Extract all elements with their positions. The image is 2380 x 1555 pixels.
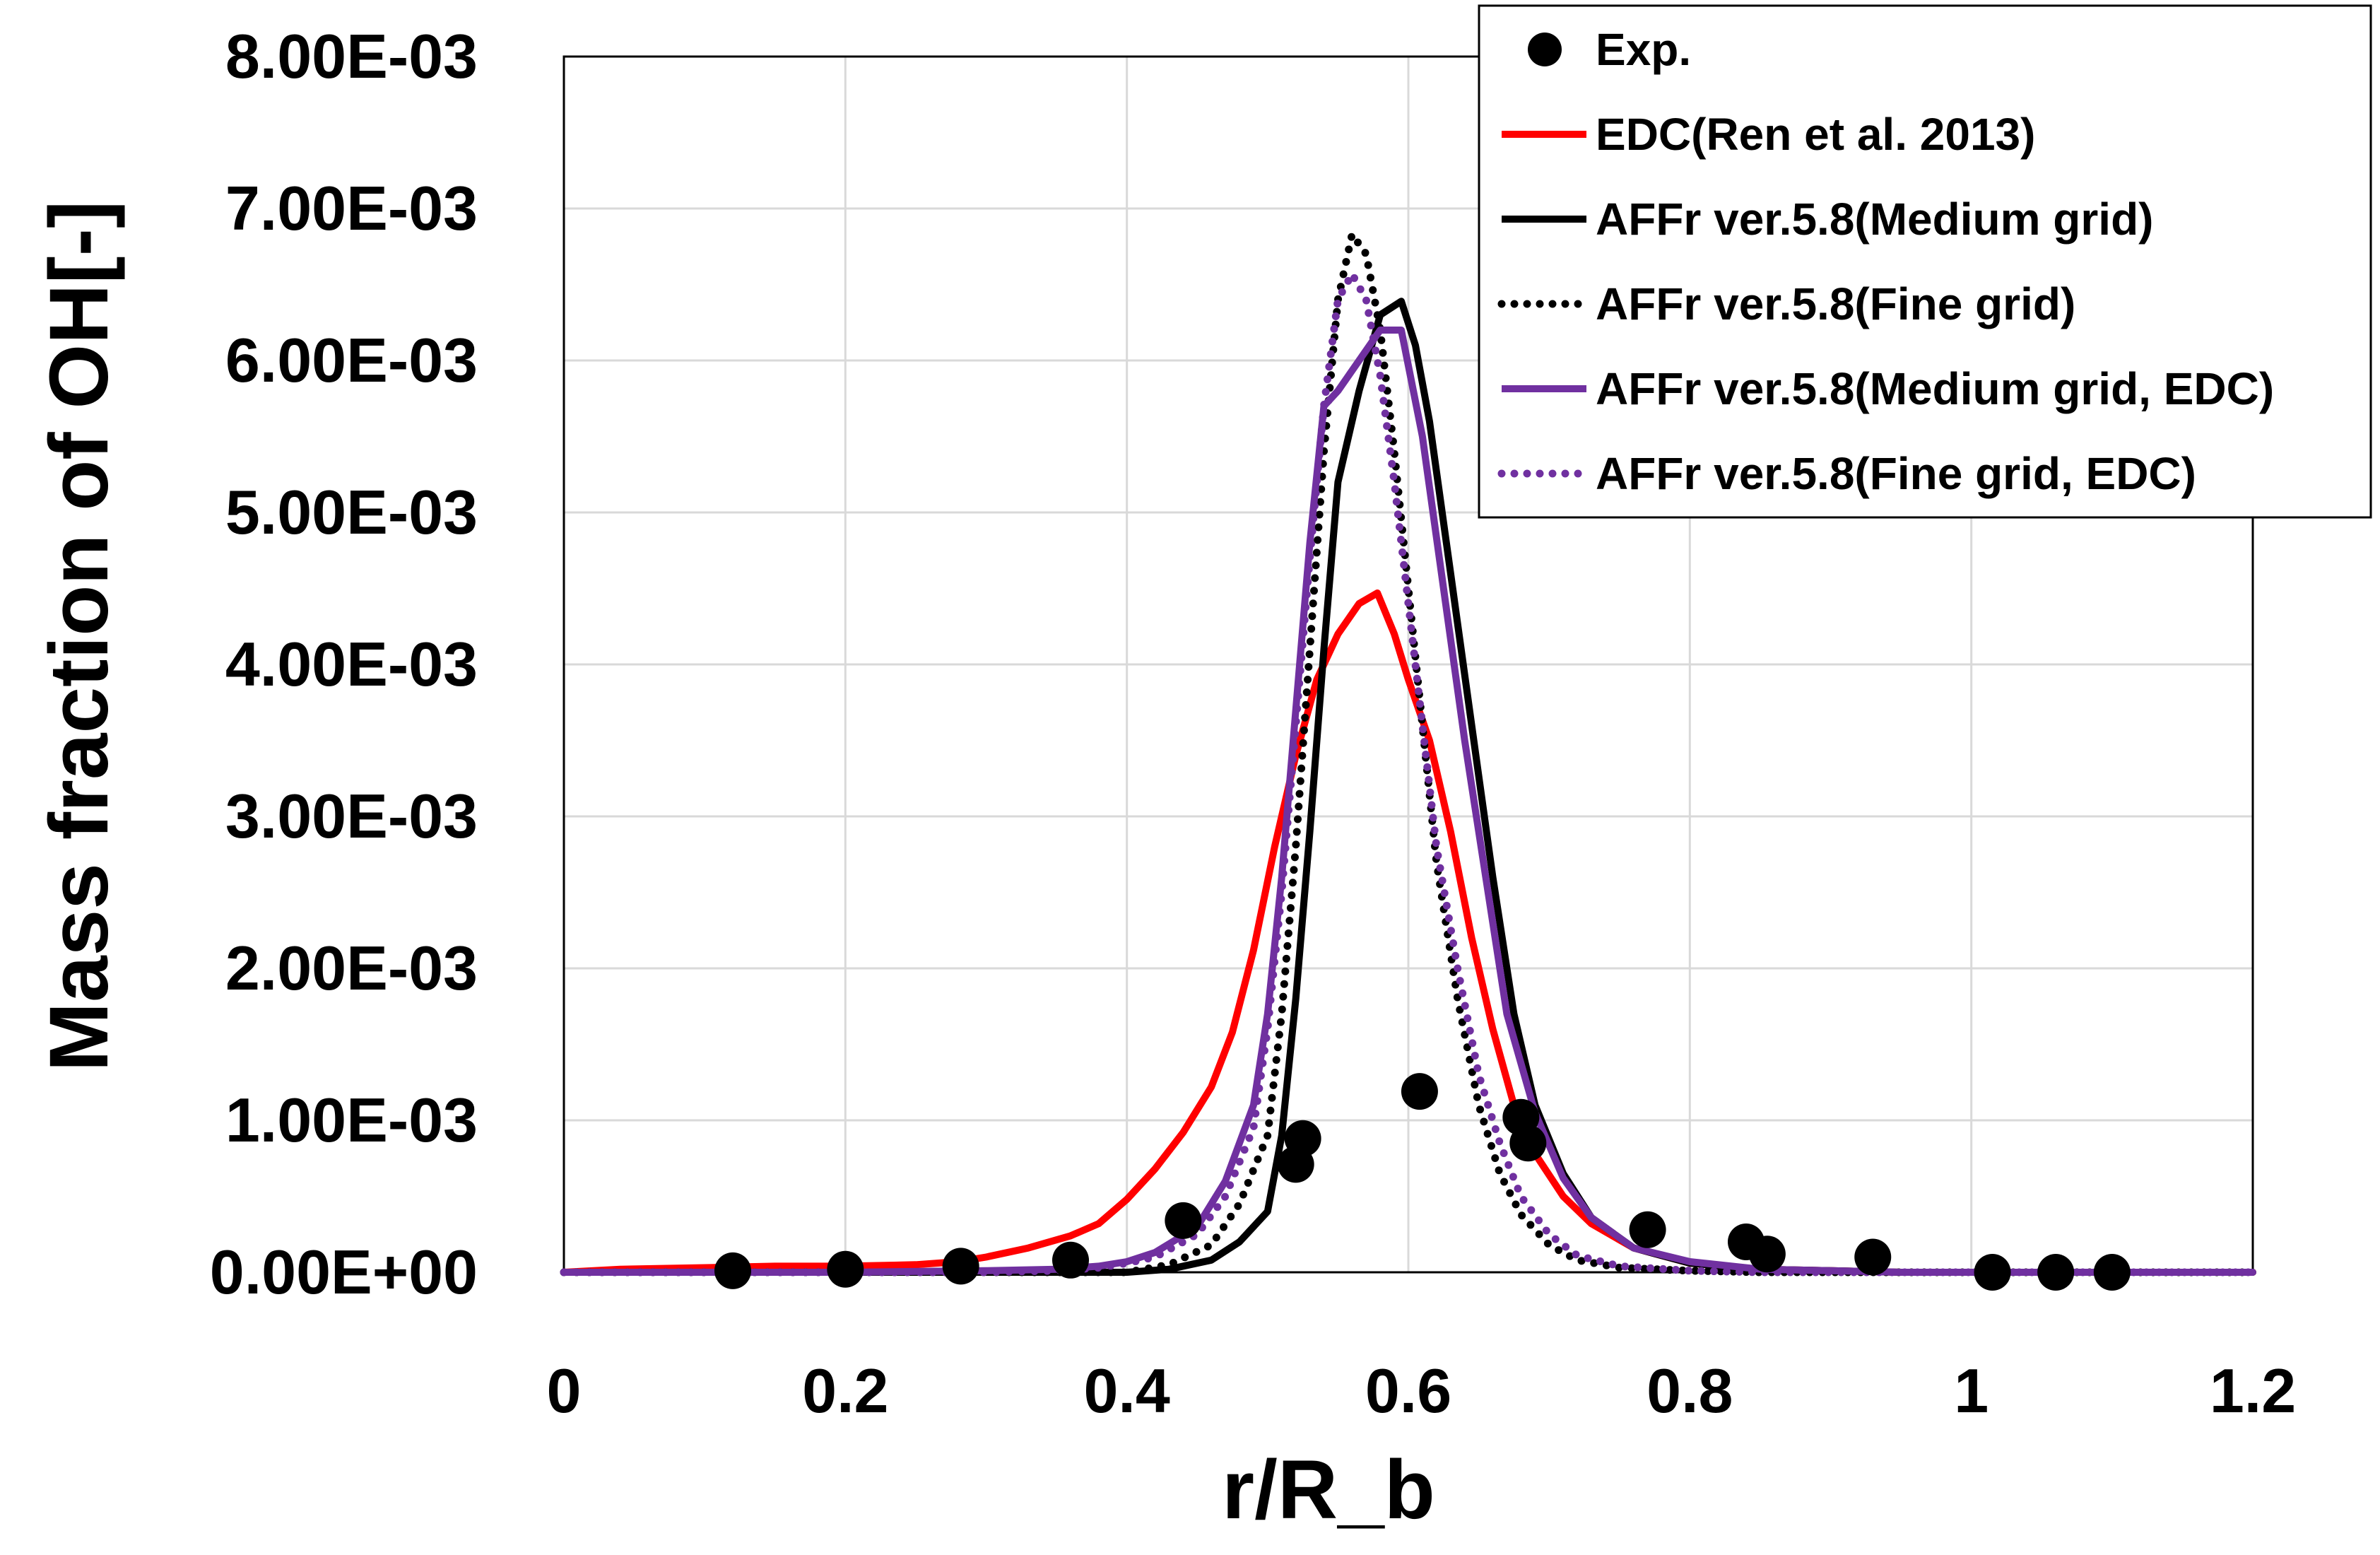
y-tick-label: 7.00E-03 (225, 173, 478, 243)
y-tick-labels: 0.00E+00 1.00E-03 2.00E-03 3.00E-03 4.00E-03… (210, 21, 478, 1307)
series-line-affr-ver-5-8-fine-grid-edc (560, 270, 2257, 1277)
legend-label: AFFr ver.5.8(Medium grid) (1596, 194, 2153, 245)
legend-label: AFFr ver.5.8(Fine grid, EDC) (1596, 448, 2196, 499)
y-tick-label: 6.00E-03 (225, 325, 478, 395)
y-tick-label: 8.00E-03 (225, 21, 478, 91)
exp-data-point (1629, 1211, 1666, 1248)
exp-data-point (1284, 1120, 1321, 1157)
exp-data-point (1401, 1073, 1438, 1110)
legend-label: AFFr ver.5.8(Fine grid) (1596, 278, 2075, 329)
exp-data-point (1052, 1241, 1089, 1279)
legend-label: AFFr ver.5.8(Medium grid, EDC) (1596, 363, 2274, 414)
exp-data-point (714, 1252, 751, 1289)
x-tick-labels: 0 0.2 0.4 0.6 0.8 1 1.2 (547, 1356, 2297, 1426)
legend: Exp. EDC(Ren et al. 2013) AFFr ver.5.8(Med… (1478, 4, 2372, 519)
x-axis-title: r/R_b (1222, 1443, 1435, 1537)
exp-data-point (1854, 1238, 1892, 1276)
series-layer (560, 230, 2257, 1277)
y-tick-label: 5.00E-03 (225, 477, 478, 547)
y-tick-label: 0.00E+00 (210, 1237, 478, 1307)
x-tick-label: 0.6 (1365, 1356, 1451, 1426)
exp-data-point (1165, 1202, 1202, 1239)
exp-data-point (2093, 1254, 2131, 1291)
y-tick-label: 3.00E-03 (225, 781, 478, 851)
legend-box (1478, 4, 2372, 519)
y-tick-label: 4.00E-03 (225, 629, 478, 699)
exp-data-point (1974, 1254, 2011, 1291)
legend-label: Exp. (1596, 24, 1691, 75)
y-axis-title: Mass fraction of OH[-] (33, 201, 126, 1072)
x-tick-label: 0.2 (802, 1356, 888, 1426)
exp-data-point (827, 1250, 864, 1288)
x-tick-label: 0 (547, 1356, 582, 1426)
y-tick-label: 2.00E-03 (225, 933, 478, 1003)
exp-data-point (1748, 1236, 1786, 1273)
x-tick-label: 1 (1954, 1356, 1989, 1426)
legend-marker-exp (1528, 33, 1562, 66)
exp-data-point (1509, 1125, 1547, 1162)
x-tick-label: 0.4 (1083, 1356, 1170, 1426)
plot-area-frame (562, 55, 2254, 1274)
exp-points-layer (714, 1073, 2131, 1291)
x-tick-label: 0.8 (1646, 1356, 1733, 1426)
exp-data-point (942, 1248, 979, 1285)
legend-label: EDC(Ren et al. 2013) (1596, 109, 2035, 160)
x-tick-label: 1.2 (2210, 1356, 2296, 1426)
exp-data-point (2037, 1254, 2075, 1291)
y-tick-label: 1.00E-03 (225, 1085, 478, 1155)
